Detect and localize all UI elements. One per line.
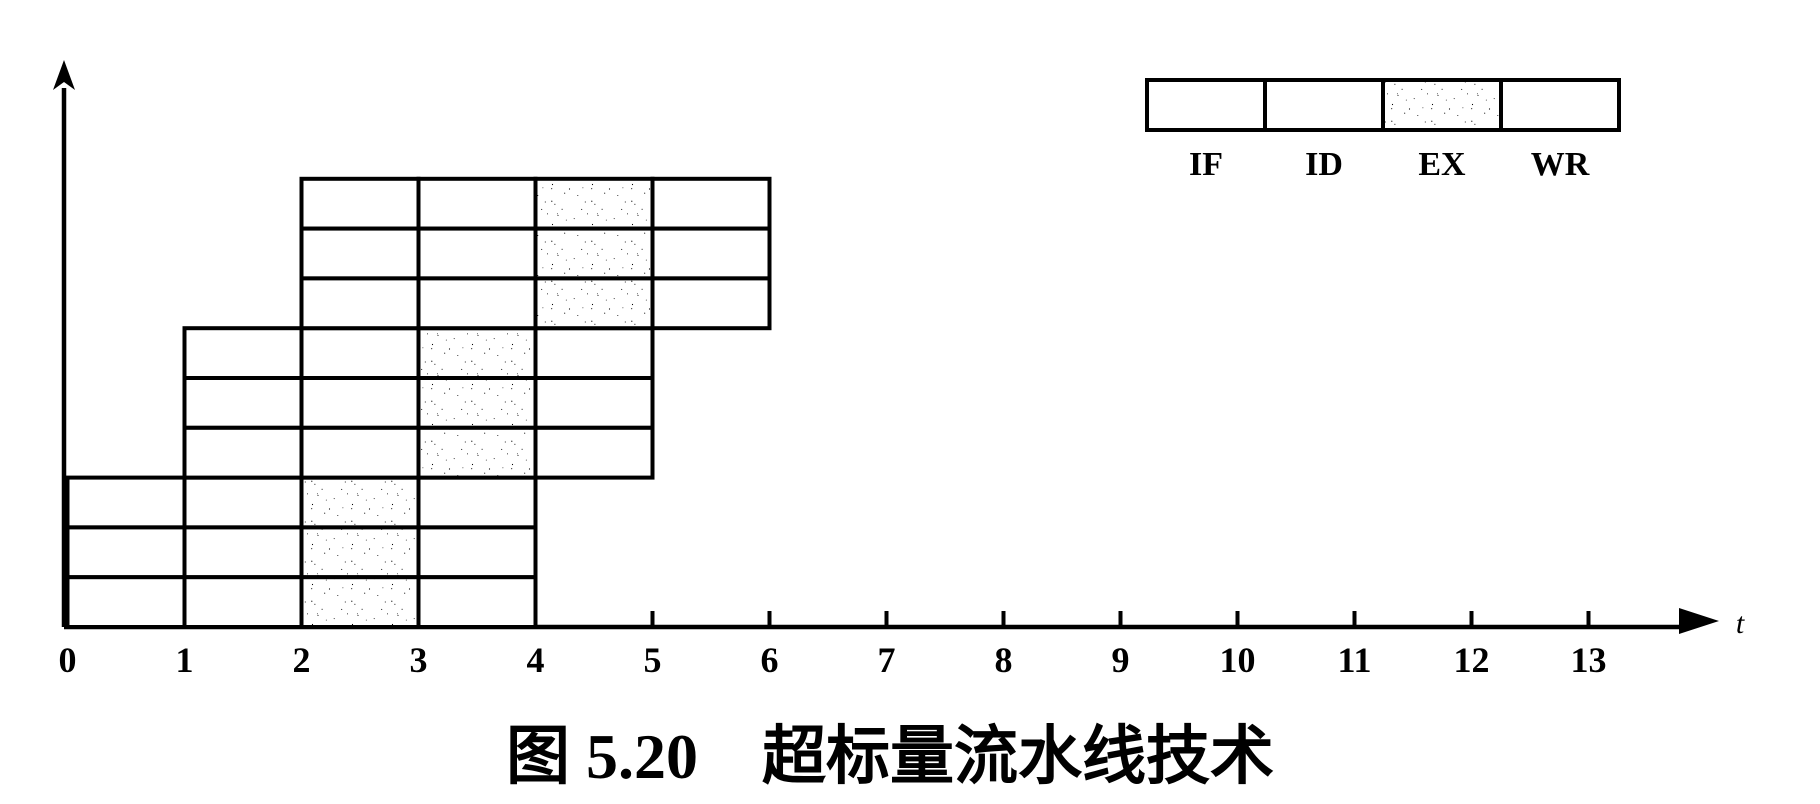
- svg-text:10: 10: [1220, 640, 1256, 680]
- svg-text:2: 2: [293, 640, 311, 680]
- svg-text:t: t: [1736, 607, 1745, 640]
- svg-text:WR: WR: [1531, 146, 1590, 183]
- svg-text:8: 8: [995, 640, 1013, 680]
- svg-text:9: 9: [1112, 640, 1130, 680]
- svg-text:EX: EX: [1418, 146, 1466, 183]
- svg-text:3: 3: [410, 640, 428, 680]
- svg-text:图 5.20 超标量流水线技术: 图 5.20 超标量流水线技术: [506, 721, 1274, 792]
- svg-text:5: 5: [644, 640, 662, 680]
- svg-text:0: 0: [59, 640, 77, 680]
- svg-text:11: 11: [1337, 640, 1371, 680]
- svg-text:1: 1: [176, 640, 194, 680]
- svg-text:13: 13: [1571, 640, 1607, 680]
- svg-text:7: 7: [878, 640, 896, 680]
- svg-text:IF: IF: [1189, 146, 1223, 183]
- svg-text:6: 6: [761, 640, 779, 680]
- svg-text:12: 12: [1454, 640, 1490, 680]
- svg-text:ID: ID: [1305, 146, 1343, 183]
- svg-text:4: 4: [527, 640, 545, 680]
